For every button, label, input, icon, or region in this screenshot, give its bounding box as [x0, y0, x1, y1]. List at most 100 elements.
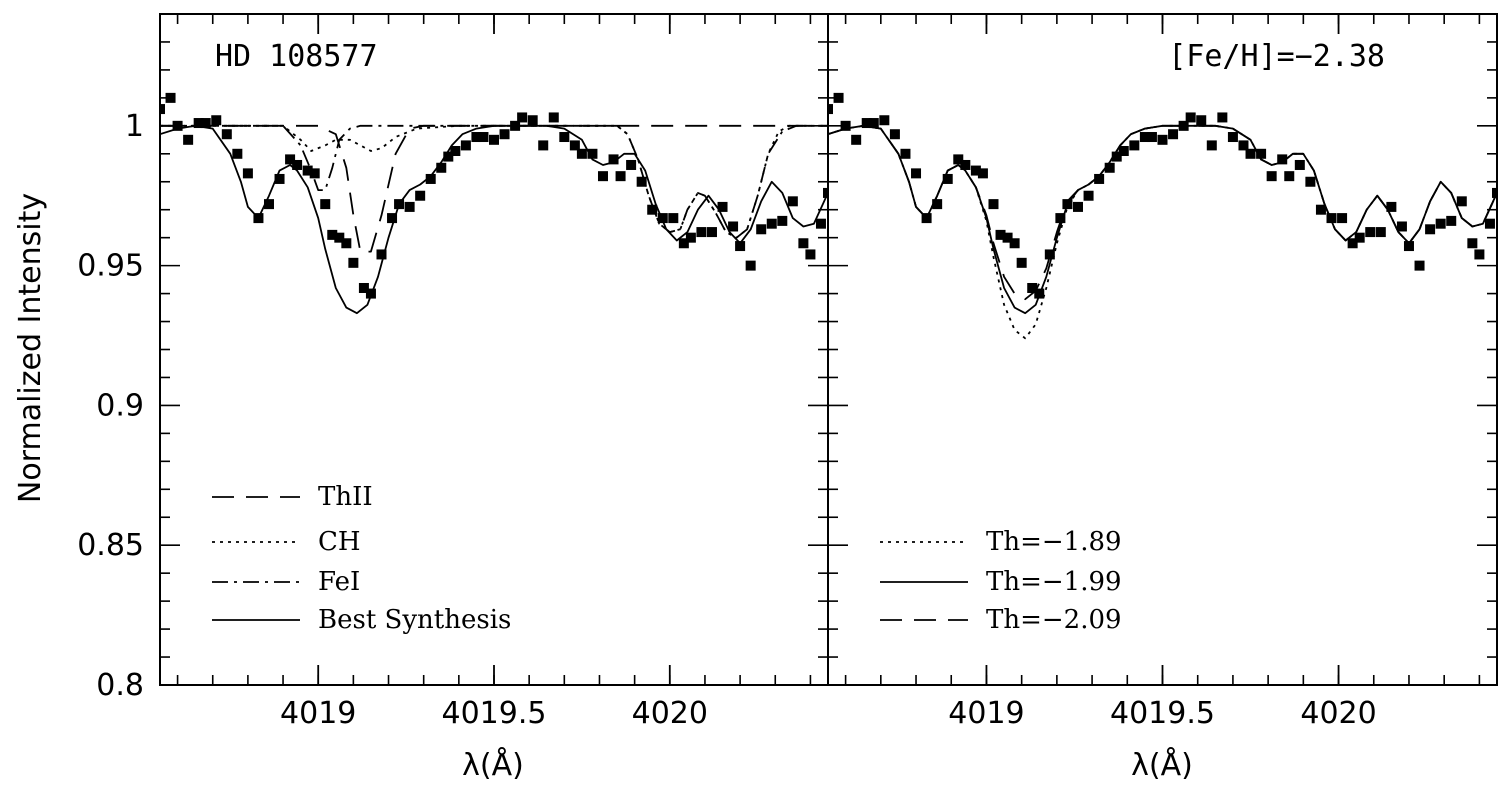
y-tick-label: 0.9 — [96, 388, 144, 423]
data-point — [1446, 215, 1457, 226]
data-point — [1266, 171, 1277, 182]
data-point — [1326, 213, 1337, 224]
data-point — [1034, 288, 1045, 299]
data-point — [953, 154, 964, 165]
data-point — [193, 118, 204, 129]
legend-label: Th=−1.99 — [986, 567, 1122, 597]
data-point — [309, 168, 320, 179]
data-point — [1217, 112, 1228, 123]
series-line — [828, 124, 1497, 340]
data-point — [960, 159, 971, 170]
data-point — [995, 229, 1006, 240]
data-point — [1072, 201, 1083, 212]
data-point — [696, 227, 707, 238]
data-point — [1129, 140, 1140, 151]
data-point — [302, 165, 313, 176]
data-point — [1474, 249, 1485, 260]
data-point — [450, 145, 461, 156]
series-line — [160, 124, 828, 253]
data-point — [988, 199, 999, 210]
data-point — [404, 201, 415, 212]
data-point — [932, 199, 943, 210]
plot-frame — [159, 13, 829, 686]
data-point — [285, 154, 296, 165]
data-point — [320, 199, 331, 210]
data-point — [626, 159, 637, 170]
data-point — [942, 173, 953, 184]
x-axis-label-right: λ(Å) — [1131, 747, 1193, 783]
data-point — [538, 140, 549, 151]
data-point — [1094, 173, 1105, 184]
data-point — [1337, 213, 1348, 224]
data-point — [977, 168, 988, 179]
data-point — [1146, 132, 1157, 143]
data-point — [597, 171, 608, 182]
data-point — [292, 159, 303, 170]
data-point — [1016, 257, 1027, 268]
data-point — [1403, 241, 1414, 252]
data-point — [576, 148, 587, 159]
data-point — [160, 104, 165, 115]
data-point — [510, 120, 521, 131]
y-tick-label: 1 — [125, 109, 144, 144]
data-point — [1467, 238, 1478, 249]
data-point — [1492, 187, 1497, 198]
data-point — [636, 176, 647, 187]
data-point — [1294, 159, 1305, 170]
data-point — [766, 218, 777, 229]
data-point — [1044, 249, 1055, 260]
data-point — [1354, 232, 1365, 243]
data-point — [425, 173, 436, 184]
left-panel: 4019 4019.5 4020 0.8 0.85 0.9 0.95 1 HD 108577 Th… — [77, 13, 829, 731]
data-point — [970, 165, 981, 176]
data-point — [889, 129, 900, 140]
data-point — [678, 238, 689, 249]
plot-frame — [827, 13, 1498, 686]
data-point — [172, 120, 183, 131]
data-point — [1425, 224, 1436, 235]
data-point — [274, 173, 285, 184]
data-point — [471, 132, 482, 143]
data-point — [777, 215, 788, 226]
data-point — [1227, 132, 1238, 143]
data-point — [745, 260, 756, 271]
data-point — [365, 288, 376, 299]
data-point — [1365, 227, 1376, 238]
data-point — [232, 148, 243, 159]
data-point — [1315, 204, 1326, 215]
series-line — [828, 124, 1497, 301]
data-point — [840, 120, 851, 131]
data-point — [1178, 120, 1189, 131]
x-tick-label: 4019 — [280, 696, 356, 731]
data-point — [1118, 145, 1129, 156]
y-tick-label: 0.8 — [96, 668, 144, 703]
legend-label: ThII — [318, 482, 373, 512]
y-tick-label: 0.85 — [77, 528, 144, 563]
data-point — [1111, 151, 1122, 162]
legend-label: Th=−1.89 — [986, 527, 1122, 557]
data-point — [200, 118, 211, 129]
data-point — [559, 132, 570, 143]
data-point — [1083, 190, 1094, 201]
data-point — [735, 241, 746, 252]
data-point — [1206, 140, 1217, 151]
data-point — [1456, 196, 1467, 207]
data-point — [548, 112, 559, 123]
data-point — [327, 229, 338, 240]
data-point — [1484, 218, 1495, 229]
data-point — [1139, 132, 1150, 143]
data-point — [242, 168, 253, 179]
data-point — [900, 148, 911, 159]
data-point — [183, 134, 194, 145]
data-point — [756, 224, 767, 235]
x-tick-label: 4020 — [1300, 696, 1376, 731]
data-point — [1284, 171, 1295, 182]
data-point — [798, 238, 809, 249]
data-point — [1414, 260, 1425, 271]
data-point — [263, 199, 274, 210]
data-point — [1396, 221, 1407, 232]
data-point — [706, 227, 717, 238]
panel-annotation: HD 108577 — [215, 39, 378, 74]
data-point — [1347, 238, 1358, 249]
